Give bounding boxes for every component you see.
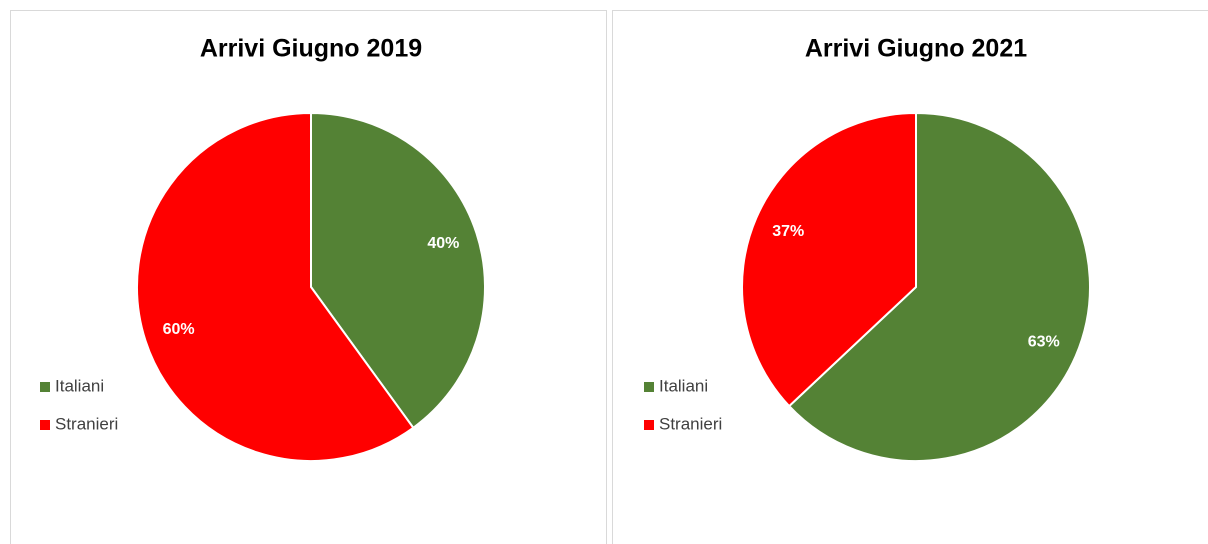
pie-slice xyxy=(310,111,486,430)
chart-title: Arrivi Giugno 2021 xyxy=(805,35,1027,63)
data-label: 63% xyxy=(1028,334,1060,351)
legend-label: Italiani xyxy=(659,376,708,395)
data-label: 40% xyxy=(427,235,459,252)
pie-slice xyxy=(136,111,415,462)
legend-label: Stranieri xyxy=(659,414,722,433)
chart-title: Arrivi Giugno 2019 xyxy=(200,35,422,63)
legend-label: Stranieri xyxy=(55,414,118,433)
data-label: 37% xyxy=(772,223,804,240)
pie-slice xyxy=(741,111,917,408)
legend-label: Italiani xyxy=(55,376,104,395)
data-label: 60% xyxy=(163,321,195,338)
legend-swatch xyxy=(644,382,654,392)
legend-swatch xyxy=(644,420,654,430)
legend-swatch xyxy=(40,382,50,392)
legend-swatch xyxy=(40,420,50,430)
pie-slice xyxy=(787,111,1091,462)
